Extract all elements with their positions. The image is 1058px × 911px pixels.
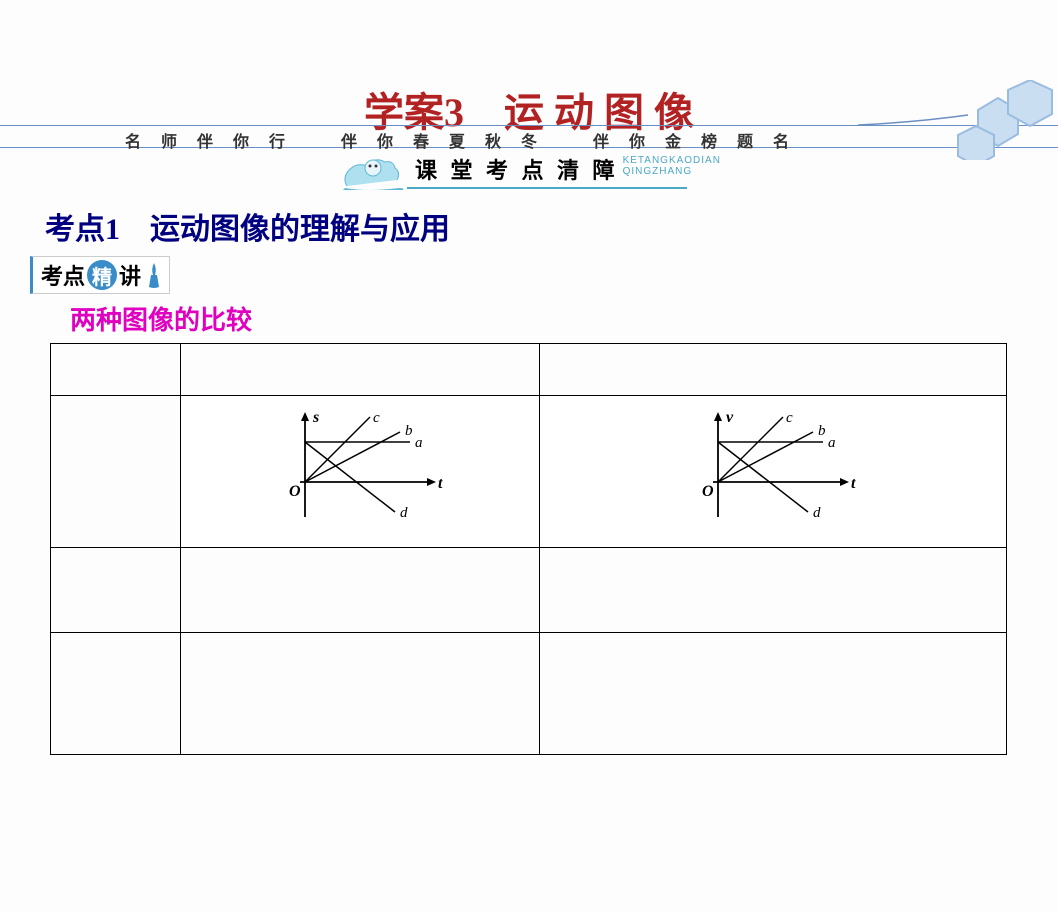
banner-underline [407,187,687,189]
table-cell [180,344,540,396]
svg-text:O: O [289,483,301,500]
table-cell [540,344,1007,396]
table-cell [540,548,1007,633]
svg-text:c: c [786,410,793,426]
cartoon-icon [337,148,407,194]
svg-text:b: b [818,423,826,439]
table-cell [51,633,181,755]
comparison-table: stOabcd vtOabcd [50,343,1007,755]
svg-text:a: a [415,435,423,451]
table-cell [51,548,181,633]
table-row [51,633,1007,755]
table-row: stOabcd vtOabcd [51,396,1007,548]
jing-circle: 精 [87,260,117,290]
svg-text:a: a [828,435,836,451]
vt-graph: v t Oab c d [683,407,863,537]
table-cell [180,548,540,633]
table-row [51,548,1007,633]
svg-text:b: b [405,423,413,439]
kaodian-heading: 考点1 运动图像的理解与应用 [45,204,1058,248]
st-graph: s t Oab c d [270,407,450,537]
svg-text:t: t [851,475,856,492]
svg-text:d: d [813,505,821,521]
svg-text:t: t [438,475,443,492]
subtitle-banner: 课 堂 考 点 清 障 KETANGKAODIAN QINGZHANG [0,146,1058,196]
kaodian-title: 运动图像的理解与应用 [120,213,450,246]
banner-pinyin-2: QINGZHANG [623,166,693,177]
table-cell [51,344,181,396]
table-cell [51,396,181,548]
banner-text: 课 堂 考 点 清 障 [415,158,619,183]
svg-text:v: v [726,409,734,426]
kaodian-label: 考点 [45,213,105,246]
kaodian-number: 1 [105,213,120,246]
jing-badge: 考点 精 讲 [30,256,170,294]
brush-icon [145,261,163,289]
table-row [51,344,1007,396]
graph-cell-left: s t Oab c d [180,396,540,548]
compare-title: 两种图像的比较 [70,300,1058,337]
jing-post: 讲 [119,259,141,291]
banner-pinyin-1: KETANGKAODIAN [623,155,721,166]
graph-cell-right: v t Oab c d [540,396,1007,548]
table-cell [540,633,1007,755]
svg-text:c: c [373,410,380,426]
svg-text:O: O [702,483,714,500]
table-cell [180,633,540,755]
jing-pre: 考点 [41,259,85,291]
svg-text:s: s [312,409,319,426]
svg-text:d: d [400,505,408,521]
